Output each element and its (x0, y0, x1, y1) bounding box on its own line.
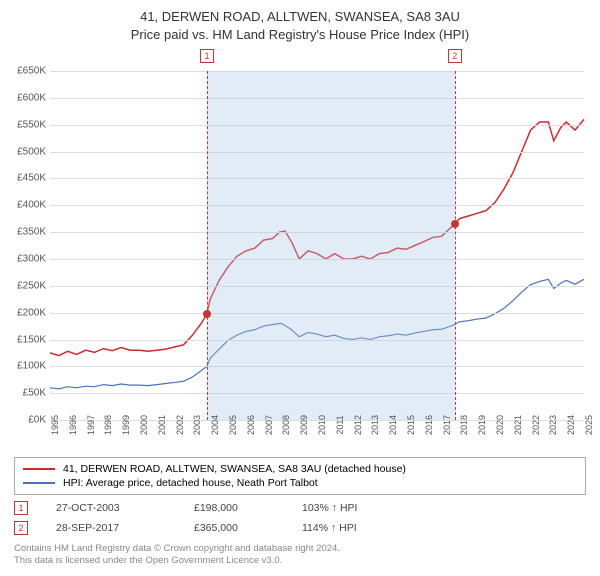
footer-line-2: This data is licensed under the Open Gov… (14, 555, 586, 567)
event-row: 1 27-OCT-2003 £198,000 103% ↑ HPI (14, 501, 586, 515)
legend-label: 41, DERWEN ROAD, ALLTWEN, SWANSEA, SA8 3… (63, 463, 406, 475)
legend: 41, DERWEN ROAD, ALLTWEN, SWANSEA, SA8 3… (14, 457, 586, 495)
event-marker-box: 2 (448, 49, 462, 63)
legend-swatch (23, 482, 55, 484)
x-tick-label: 2006 (246, 415, 256, 435)
event-marker-badge: 1 (14, 501, 28, 515)
event-price: £365,000 (194, 522, 274, 534)
x-tick-label: 2019 (477, 415, 487, 435)
y-tick-label: £0K (28, 415, 46, 426)
x-tick-label: 2018 (459, 415, 469, 435)
event-price: £198,000 (194, 502, 274, 514)
x-tick-label: 2016 (424, 415, 434, 435)
legend-label: HPI: Average price, detached house, Neat… (63, 477, 318, 489)
event-marker-badge: 2 (14, 521, 28, 535)
x-tick-label: 2013 (370, 415, 380, 435)
event-marker-dot (203, 310, 211, 318)
x-tick-label: 2005 (228, 415, 238, 435)
title-line-2: Price paid vs. HM Land Registry's House … (10, 26, 590, 44)
y-tick-label: £600K (17, 92, 46, 103)
title-block: 41, DERWEN ROAD, ALLTWEN, SWANSEA, SA8 3… (10, 8, 590, 43)
x-tick-label: 2000 (139, 415, 149, 435)
y-tick-label: £250K (17, 280, 46, 291)
event-marker-line (207, 71, 208, 420)
y-tick-label: £550K (17, 119, 46, 130)
x-tick-label: 2025 (584, 415, 594, 435)
x-tick-label: 1995 (50, 415, 60, 435)
event-marker-box: 1 (200, 49, 214, 63)
y-tick-label: £400K (17, 200, 46, 211)
footer-line-1: Contains HM Land Registry data © Crown c… (14, 543, 586, 555)
title-line-1: 41, DERWEN ROAD, ALLTWEN, SWANSEA, SA8 3… (10, 8, 590, 26)
legend-row: 41, DERWEN ROAD, ALLTWEN, SWANSEA, SA8 3… (23, 462, 577, 476)
x-tick-label: 2003 (192, 415, 202, 435)
page-container: 41, DERWEN ROAD, ALLTWEN, SWANSEA, SA8 3… (0, 0, 600, 576)
event-table: 1 27-OCT-2003 £198,000 103% ↑ HPI 2 28-SEP-20… (10, 501, 590, 535)
event-marker-line (455, 71, 456, 420)
event-date: 27-OCT-2003 (56, 502, 166, 514)
y-tick-label: £50K (23, 388, 46, 399)
x-tick-label: 2004 (210, 415, 220, 435)
chart-plot-area: £0K£50K£100K£150K£200K£250K£300K£350K£40… (50, 71, 584, 421)
x-tick-label: 2015 (406, 415, 416, 435)
y-tick-label: £450K (17, 173, 46, 184)
y-tick-label: £650K (17, 66, 46, 77)
x-tick-label: 2009 (299, 415, 309, 435)
x-tick-label: 2002 (175, 415, 185, 435)
x-tick-label: 2001 (157, 415, 167, 435)
event-date: 28-SEP-2017 (56, 522, 166, 534)
legend-row: HPI: Average price, detached house, Neat… (23, 476, 577, 490)
y-tick-label: £150K (17, 334, 46, 345)
x-tick-label: 1997 (86, 415, 96, 435)
x-tick-label: 1996 (68, 415, 78, 435)
x-tick-label: 2007 (264, 415, 274, 435)
x-tick-label: 2021 (513, 415, 523, 435)
footer: Contains HM Land Registry data © Crown c… (14, 543, 586, 568)
x-tick-label: 1998 (103, 415, 113, 435)
legend-swatch (23, 468, 55, 470)
event-vs-hpi: 114% ↑ HPI (302, 522, 357, 534)
y-tick-label: £500K (17, 146, 46, 157)
x-tick-label: 1999 (121, 415, 131, 435)
x-axis: 1995199619971998199920002001200220032004… (50, 421, 584, 451)
event-vs-hpi: 103% ↑ HPI (302, 502, 357, 514)
x-tick-label: 2011 (335, 415, 345, 434)
y-tick-label: £200K (17, 307, 46, 318)
y-tick-label: £350K (17, 227, 46, 238)
x-tick-label: 2022 (531, 415, 541, 435)
shaded-region (207, 71, 455, 420)
x-tick-label: 2023 (548, 415, 558, 435)
event-row: 2 28-SEP-2017 £365,000 114% ↑ HPI (14, 521, 586, 535)
x-tick-label: 2014 (388, 415, 398, 435)
x-tick-label: 2008 (281, 415, 291, 435)
x-tick-label: 2017 (442, 415, 452, 435)
y-axis: £0K£50K£100K£150K£200K£250K£300K£350K£40… (10, 71, 48, 420)
x-tick-label: 2010 (317, 415, 327, 435)
x-tick-label: 2012 (353, 415, 363, 435)
y-tick-label: £100K (17, 361, 46, 372)
x-tick-label: 2020 (495, 415, 505, 435)
event-marker-dot (451, 220, 459, 228)
x-tick-label: 2024 (566, 415, 576, 435)
y-tick-label: £300K (17, 254, 46, 265)
